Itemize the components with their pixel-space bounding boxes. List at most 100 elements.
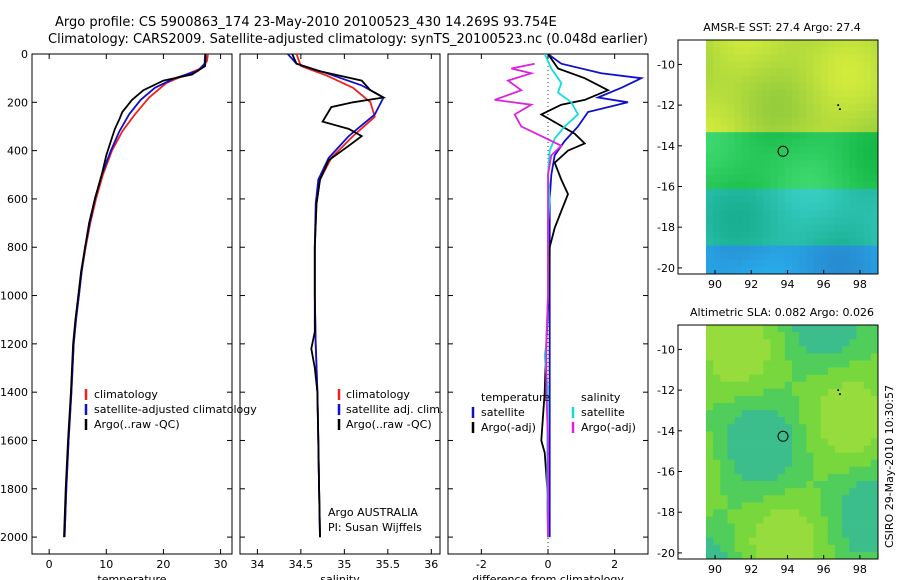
amsr_sst-cell xyxy=(706,153,714,161)
altimetric_sla-cell xyxy=(835,374,843,383)
amsr_sst-cell xyxy=(720,245,728,254)
altimetric_sla-cell xyxy=(749,417,757,425)
amsr_sst-cell xyxy=(734,75,743,83)
amsr_sst-cell xyxy=(820,188,829,197)
amsr_sst-cell xyxy=(863,196,872,204)
amsr_sst-cell xyxy=(749,40,757,48)
salinity-legend-label: satellite adj. clim. xyxy=(346,403,443,416)
altimetric_sla-cell xyxy=(835,403,843,411)
altimetric_sla-cell xyxy=(813,551,822,560)
altimetric_sla-cell xyxy=(784,537,793,546)
altimetric_sla-cell xyxy=(713,339,721,347)
amsr_sst-cell xyxy=(813,217,822,225)
amsr_sst-cell xyxy=(770,54,779,62)
amsr_sst-cell xyxy=(749,224,757,232)
altimetric_sla-cell xyxy=(835,367,843,376)
altimetric_sla-cell xyxy=(842,360,850,368)
altimetric_sla-cell xyxy=(706,445,714,454)
altimetric_sla-cell xyxy=(713,509,721,517)
altimetric_sla-cell xyxy=(806,495,814,503)
altimetric_sla-cell xyxy=(741,395,750,404)
altimetric_sla-cell xyxy=(863,466,872,475)
amsr_sst-ytick-label: -12 xyxy=(657,99,675,112)
altimetric_sla-cell xyxy=(856,367,865,376)
altimetric_sla-cell xyxy=(749,523,757,532)
altimetric_sla-cell xyxy=(792,367,800,376)
amsr_sst-cell xyxy=(706,160,714,169)
altimetric_sla-cell xyxy=(820,502,829,510)
altimetric_sla-cell xyxy=(849,445,857,454)
amsr_sst-cell xyxy=(806,231,814,239)
altimetric_sla-cell xyxy=(792,488,800,496)
altimetric_sla-cell xyxy=(792,466,800,475)
altimetric_sla-cell xyxy=(770,537,779,546)
amsr_sst-cell xyxy=(749,47,757,55)
amsr_sst-cell xyxy=(727,89,736,98)
altimetric_sla-cell xyxy=(849,488,857,496)
amsr_sst-cell xyxy=(827,103,836,112)
amsr_sst-cell xyxy=(763,231,771,239)
altimetric_sla-cell xyxy=(813,488,822,496)
altimetric_sla-cell xyxy=(849,388,857,397)
altimetric_sla-cell xyxy=(813,495,822,503)
altimetric_sla-cell xyxy=(799,466,807,475)
amsr_sst-cell xyxy=(784,259,793,268)
amsr_sst-cell xyxy=(763,40,771,48)
altimetric_sla-cell xyxy=(799,537,807,546)
altimetric_sla-cell xyxy=(741,332,750,340)
amsr_sst-cell xyxy=(799,217,807,225)
amsr_sst-cell xyxy=(706,266,714,275)
amsr_sst-cell xyxy=(770,68,779,76)
amsr_sst-cell xyxy=(756,139,764,147)
amsr_sst-cell xyxy=(727,188,736,197)
altimetric_sla-cell xyxy=(835,332,843,340)
amsr_sst-cell xyxy=(856,47,865,55)
altimetric_sla-cell xyxy=(792,353,800,361)
altimetric_sla-cell xyxy=(720,438,728,446)
altimetric_sla-cell xyxy=(784,551,793,560)
amsr_sst-cell xyxy=(806,89,814,98)
altimetric_sla-cell xyxy=(741,459,750,468)
altimetric_sla-cell xyxy=(870,466,879,475)
amsr_sst-cell xyxy=(777,181,786,190)
altimetric_sla-cell xyxy=(806,395,814,404)
altimetric_sla-cell xyxy=(813,537,822,546)
altimetric_sla-cell xyxy=(741,424,750,432)
amsr_sst-cell xyxy=(756,181,764,190)
amsr_sst-cell xyxy=(749,68,757,76)
amsr_sst-cell xyxy=(777,153,786,161)
amsr_sst-cell xyxy=(863,96,872,105)
altimetric_sla-cell xyxy=(842,502,850,510)
amsr_sst-cell xyxy=(820,266,829,275)
amsr_sst-cell xyxy=(706,203,714,211)
amsr_sst-cell xyxy=(820,125,829,133)
amsr_sst-cell xyxy=(863,54,872,62)
amsr_sst-cell xyxy=(734,210,743,218)
amsr_sst-cell xyxy=(806,75,814,83)
altimetric_sla-cell xyxy=(763,544,771,553)
altimetric_sla-cell xyxy=(727,523,736,532)
altimetric_sla-cell xyxy=(792,417,800,425)
amsr_sst-cell xyxy=(799,167,807,176)
amsr_sst-cell xyxy=(849,125,857,133)
altimetric_sla-cell xyxy=(734,452,743,461)
amsr_sst-cell xyxy=(706,146,714,154)
amsr_sst-cell xyxy=(720,259,728,268)
altimetric_sla-cell xyxy=(870,367,879,376)
amsr_sst-cell xyxy=(784,132,793,140)
amsr_sst-cell xyxy=(727,238,736,247)
amsr_sst-cell xyxy=(835,125,843,133)
altimetric_sla-cell xyxy=(763,353,771,361)
altimetric_sla-cell xyxy=(849,410,857,418)
altimetric_sla-cell xyxy=(835,417,843,425)
amsr_sst-cell xyxy=(749,167,757,176)
altimetric_sla-cell xyxy=(856,374,865,383)
altimetric_sla-cell xyxy=(835,473,843,482)
amsr_sst-cell xyxy=(784,61,793,69)
altimetric_sla-cell xyxy=(720,374,728,383)
amsr_sst-cell xyxy=(842,61,850,69)
altimetric_sla-cell xyxy=(806,353,814,361)
altimetric_sla-xtick-label: 98 xyxy=(853,563,867,576)
altimetric_sla-cell xyxy=(763,381,771,390)
